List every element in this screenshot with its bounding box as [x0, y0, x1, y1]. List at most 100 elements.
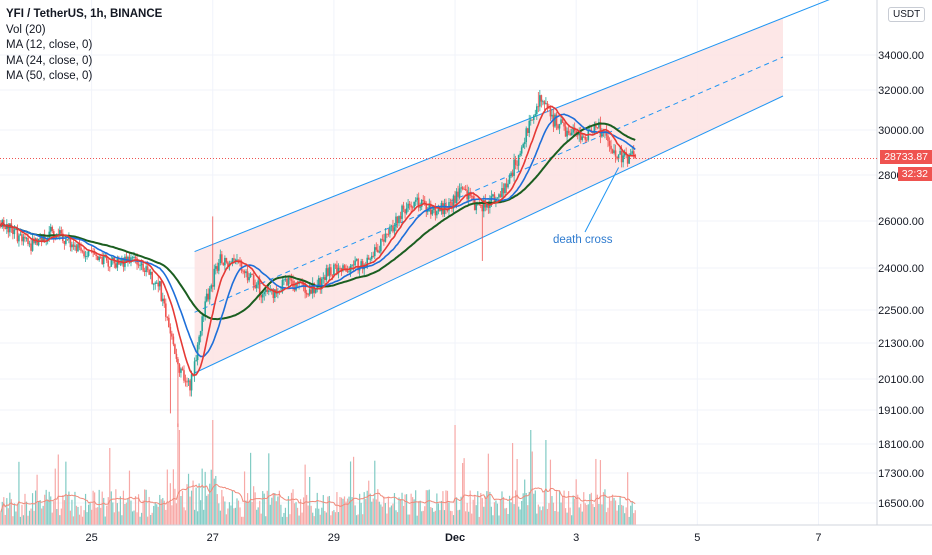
- candle-body: [292, 280, 294, 287]
- candle-body: [557, 125, 559, 129]
- candle-body: [257, 280, 259, 285]
- volume-bar: [100, 507, 102, 525]
- candle-body: [570, 132, 573, 136]
- volume-bar: [116, 503, 118, 525]
- indicator-volume[interactable]: Vol (20): [6, 23, 46, 36]
- volume-bar: [209, 483, 211, 525]
- currency-button[interactable]: USDT: [888, 7, 926, 22]
- volume-bar: [169, 483, 171, 525]
- volume-bar: [94, 492, 96, 525]
- candle-body: [245, 271, 247, 274]
- candle-body: [425, 204, 428, 212]
- volume-bar: [602, 492, 605, 525]
- volume-bar: [560, 502, 562, 525]
- candle-body: [163, 298, 166, 304]
- volume-bar: [404, 494, 406, 525]
- volume-bar: [630, 505, 632, 525]
- volume-bar: [372, 498, 374, 525]
- candle-body: [516, 164, 518, 166]
- volume-bar: [262, 491, 264, 525]
- candle-body: [555, 114, 558, 126]
- candle-body: [479, 204, 482, 206]
- volume-bar: [127, 498, 129, 525]
- volume-bar: [587, 504, 589, 525]
- candle-body: [178, 364, 181, 373]
- candle-body: [473, 199, 476, 211]
- volume-bar: [430, 507, 432, 525]
- candle-body: [584, 137, 587, 140]
- volume-bar: [41, 508, 43, 525]
- candle-body: [137, 264, 140, 266]
- volume-bar: [510, 502, 512, 525]
- candle-body: [620, 150, 623, 163]
- volume-bar: [316, 492, 318, 525]
- candle-body: [75, 245, 78, 252]
- volume-bar: [193, 509, 196, 525]
- volume-bar: [31, 493, 34, 525]
- volume-bar: [546, 508, 549, 525]
- volume-bar: [624, 513, 626, 525]
- candle-body: [457, 191, 459, 197]
- volume-bar: [498, 515, 500, 525]
- candle-body: [62, 233, 64, 241]
- candle-body: [417, 197, 420, 208]
- candle-body: [331, 274, 334, 276]
- candle-body: [383, 239, 385, 242]
- volume-bar: [4, 514, 6, 525]
- candle-body: [436, 211, 438, 216]
- volume-bar: [136, 512, 138, 525]
- candle-body: [607, 135, 609, 141]
- volume-bar: [389, 507, 391, 525]
- candle-body: [496, 197, 499, 199]
- volume-bar: [254, 492, 256, 525]
- candle-body: [18, 235, 20, 242]
- candle-body: [327, 268, 329, 276]
- candle-body: [319, 278, 322, 288]
- volume-bar: [425, 490, 427, 525]
- indicator-ma12[interactable]: MA (12, close, 0): [6, 39, 93, 51]
- volume-bar: [474, 495, 476, 525]
- volume-bar: [634, 510, 636, 525]
- volume-bar: [75, 505, 78, 525]
- price-tick-label: 16500.00: [878, 498, 924, 510]
- candle-body: [180, 368, 182, 373]
- price-tick-label: 24000.00: [878, 263, 924, 275]
- candle-body: [305, 292, 308, 295]
- volume-bar: [543, 491, 545, 525]
- candle-body: [337, 267, 340, 274]
- candle-body: [595, 124, 597, 128]
- volume-bar: [365, 498, 367, 525]
- volume-bar: [45, 489, 47, 525]
- candle-body: [287, 277, 290, 286]
- indicator-ma50[interactable]: MA (50, close, 0): [6, 70, 93, 82]
- volume-bar: [452, 515, 455, 525]
- volume-bar: [568, 491, 570, 525]
- volume-bar: [537, 504, 539, 525]
- candle-body: [461, 187, 464, 189]
- volume-bar: [480, 492, 482, 525]
- candle-body: [131, 257, 134, 259]
- volume-bar: [445, 490, 447, 525]
- candle-body: [510, 172, 512, 177]
- candle-body: [520, 147, 523, 154]
- volume-bar: [272, 493, 274, 525]
- volume-bar: [375, 499, 377, 525]
- volume-bar: [357, 514, 359, 525]
- candle-body: [208, 288, 211, 300]
- volume-bar: [201, 468, 203, 525]
- candle-body: [334, 264, 337, 266]
- candle-body: [542, 101, 544, 103]
- volume-bar: [625, 507, 627, 525]
- volume-bar: [180, 496, 182, 525]
- candle-body: [207, 293, 210, 300]
- symbol-title[interactable]: YFI / TetherUS, 1h, BINANCE: [6, 8, 163, 20]
- volume-bar: [139, 516, 141, 525]
- candle-body: [25, 238, 28, 239]
- indicator-ma24[interactable]: MA (24, close, 0): [6, 54, 93, 67]
- moving-averages: [0, 105, 636, 376]
- volume-bar: [109, 448, 111, 525]
- volume-bar: [595, 458, 597, 525]
- volume-bar: [349, 461, 352, 525]
